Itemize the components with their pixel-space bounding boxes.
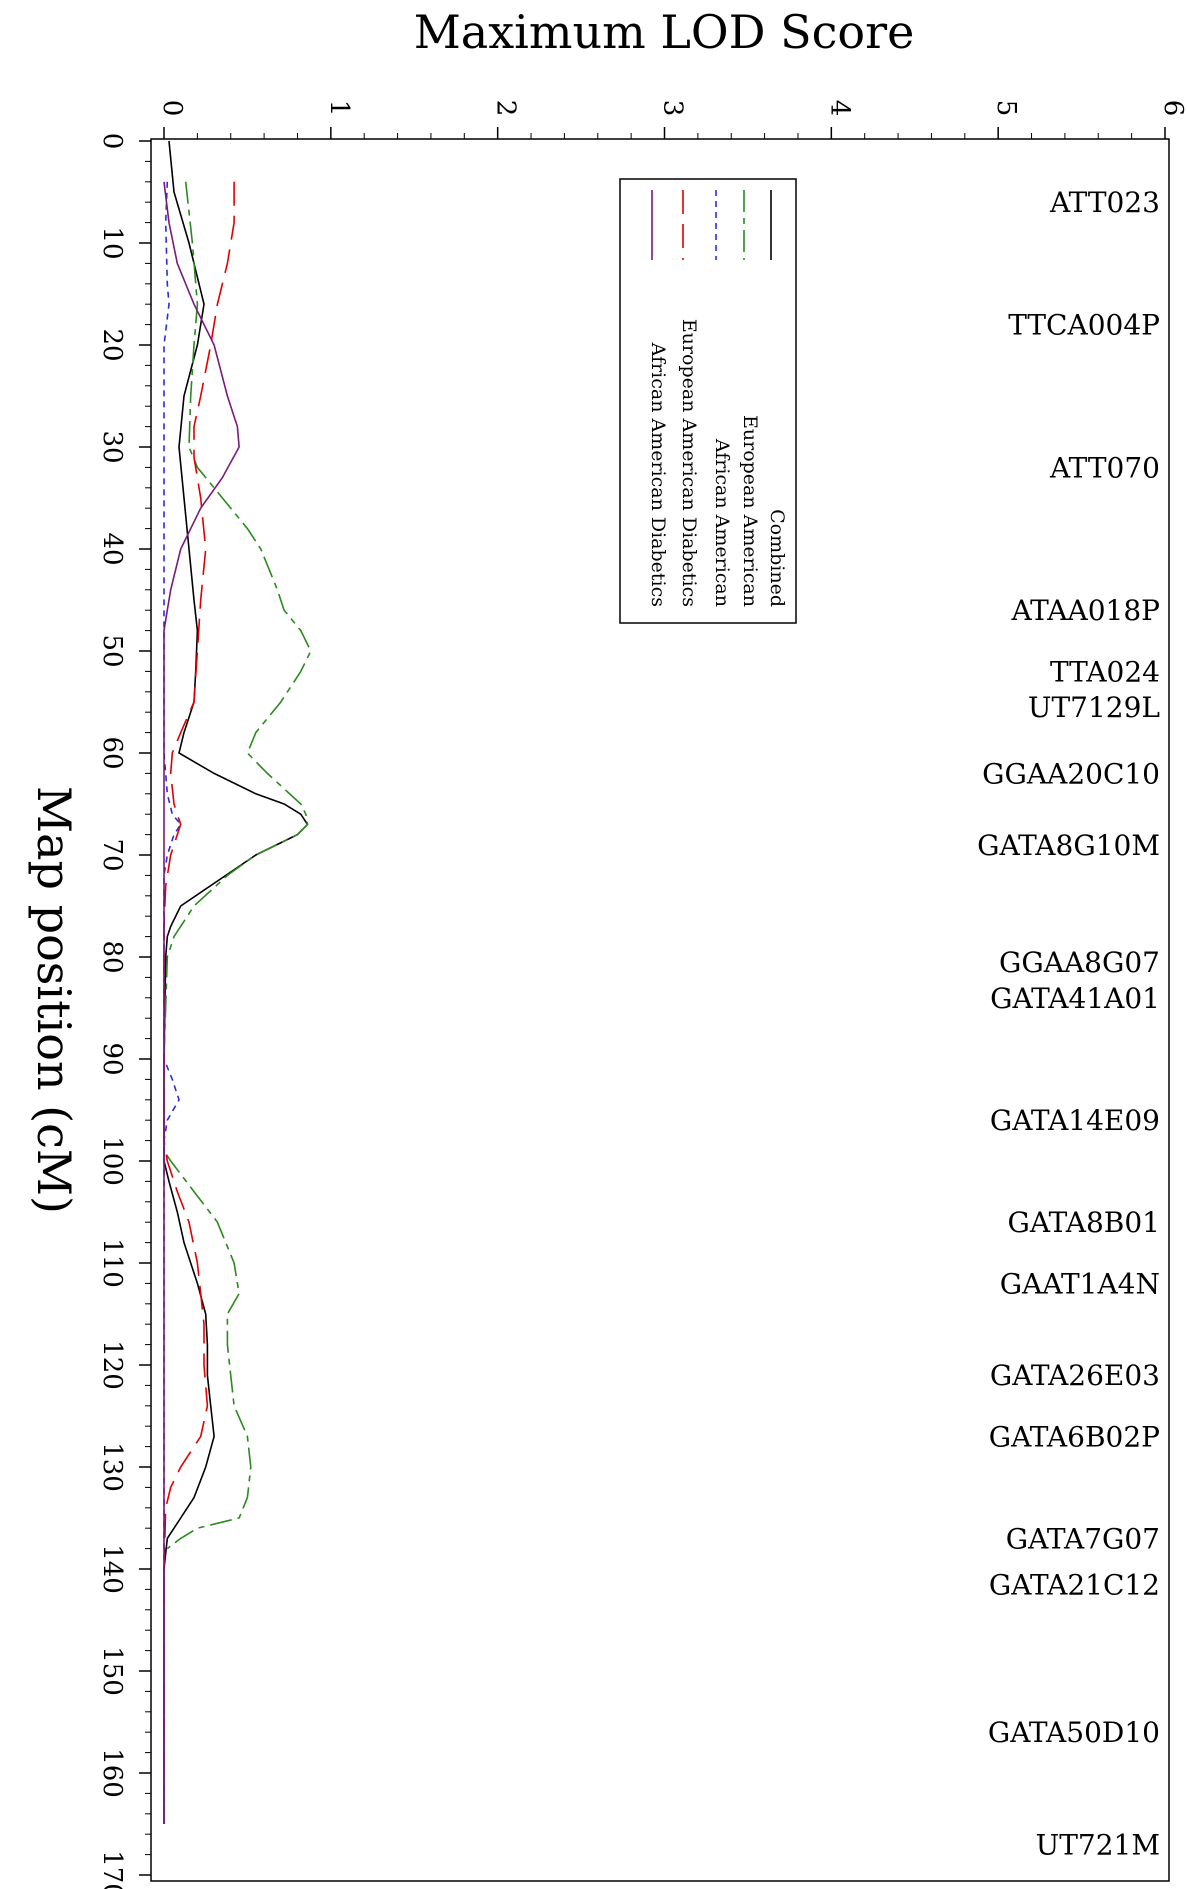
marker-label: GATA14E09: [990, 1104, 1160, 1137]
y-tick-label: 0: [157, 100, 187, 117]
x-tick-label: 90: [97, 1042, 127, 1075]
x-tick-label: 100: [97, 1136, 127, 1186]
plot-frame: [150, 138, 1170, 1882]
marker-label: ATT023: [1049, 186, 1160, 219]
x-tick-label: 10: [97, 226, 127, 259]
marker-label: GATA8B01: [1008, 1206, 1160, 1239]
x-tick-label: 70: [97, 838, 127, 871]
x-tick-label: 50: [97, 634, 127, 667]
x-tick-label: 110: [97, 1238, 127, 1288]
legend-label: European American Diabetics: [678, 319, 700, 607]
x-tick-label: 60: [97, 736, 127, 769]
series-line-european-american: [163, 181, 312, 1550]
legend-label: Combined: [766, 509, 788, 607]
marker-label: GATA50D10: [988, 1716, 1160, 1749]
marker-label: GATA26E03: [990, 1359, 1160, 1392]
marker-label: TTCA004P: [1008, 309, 1160, 342]
x-tick-label: 140: [97, 1544, 127, 1594]
x-axis-title: Map position (cM): [27, 786, 81, 1214]
x-tick-label: 40: [97, 532, 127, 565]
marker-label: GGAA20C10: [982, 757, 1160, 790]
marker-label: ATAA018P: [1010, 594, 1160, 627]
marker-label: GAAT1A4N: [1000, 1267, 1160, 1300]
legend-box: [619, 178, 797, 624]
marker-label: GATA41A01: [990, 982, 1160, 1015]
y-axis-title: Maximum LOD Score: [414, 5, 915, 59]
y-tick-label: 3: [658, 100, 688, 117]
x-tick-label: 20: [97, 328, 127, 361]
y-tick-label: 6: [1158, 100, 1187, 117]
marker-label: ATT070: [1049, 451, 1160, 484]
marker-label: TTA024: [1050, 655, 1160, 688]
x-tick-label: 170: [97, 1850, 127, 1889]
x-tick-label: 130: [97, 1442, 127, 1492]
y-tick-label: 4: [824, 100, 854, 117]
x-tick-label: 30: [97, 430, 127, 463]
x-tick-label: 80: [97, 940, 127, 973]
legend-label: African American Diabetics: [647, 342, 669, 607]
legend-label: African American: [711, 438, 733, 607]
x-tick-label: 120: [97, 1340, 127, 1390]
y-tick-label: 1: [324, 100, 354, 117]
y-tick-label: 5: [991, 100, 1021, 117]
marker-label: GGAA8G07: [999, 946, 1160, 979]
marker-label: UT721M: [1036, 1828, 1160, 1861]
marker-label: GATA6B02P: [989, 1420, 1160, 1453]
legend-label: European American: [739, 415, 761, 607]
series-line-african-american-diabetics: [163, 181, 240, 1824]
series-line-european-american-diabetics: [163, 181, 235, 1773]
x-tick-label: 160: [97, 1748, 127, 1798]
marker-label: GATA8G10M: [977, 829, 1160, 862]
series-line-african-american: [163, 181, 182, 1824]
x-tick-label: 150: [97, 1646, 127, 1696]
x-tick-label: 0: [97, 133, 127, 150]
marker-label: UT7129L: [1028, 691, 1160, 724]
marker-label: GATA7G07: [1006, 1522, 1160, 1555]
y-tick-label: 2: [491, 100, 521, 117]
series-line-combined: [163, 140, 309, 1824]
marker-label: GATA21C12: [989, 1568, 1160, 1601]
